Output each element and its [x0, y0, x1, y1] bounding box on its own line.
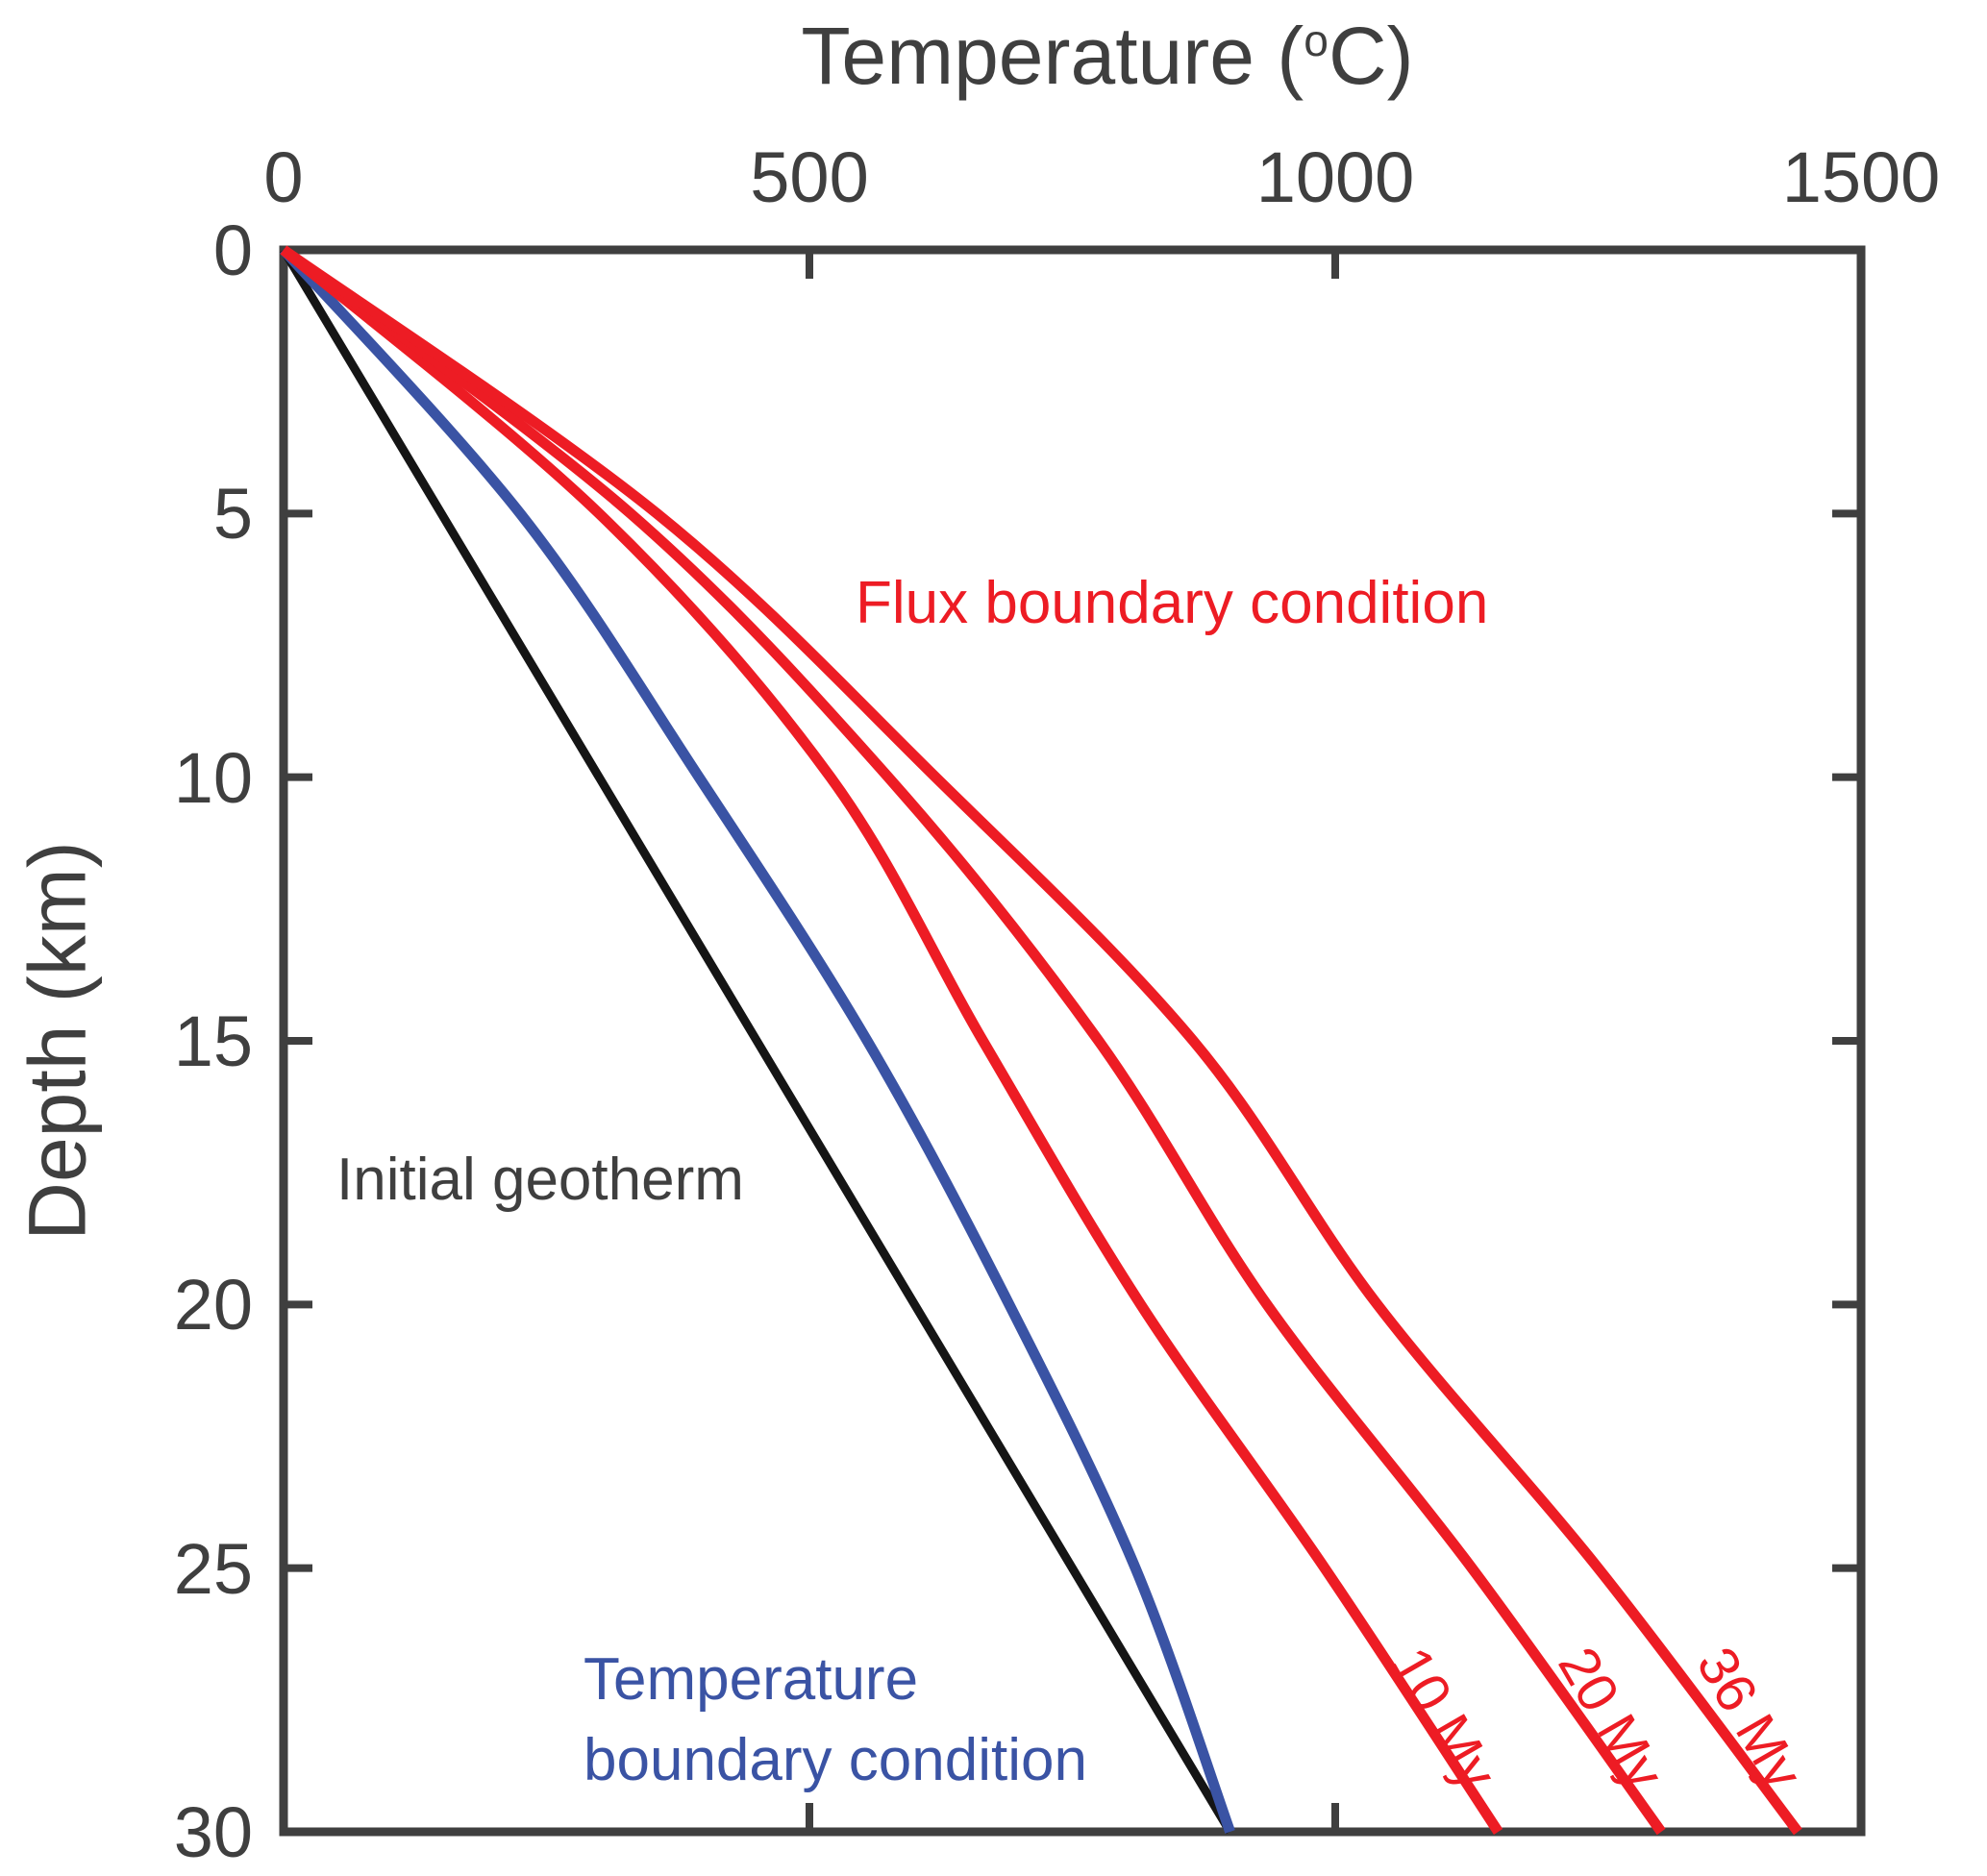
- curve-flux-boundary-condition-10-my: [280, 245, 1503, 1836]
- y-tick-label-25: 25: [173, 1528, 253, 1609]
- annotation-temperature-boundary-condition: Temperature boundary condition: [584, 1640, 1087, 1801]
- annotation-temperature-boundary-line1: Temperature: [584, 1646, 919, 1713]
- y-tick-label-20: 20: [173, 1265, 253, 1345]
- x-tick-label-1500: 1500: [1781, 137, 1941, 217]
- degree-symbol: o: [1304, 15, 1329, 65]
- annotation-initial-geotherm: Initial geotherm: [336, 1147, 744, 1213]
- y-tick-label-5: 5: [212, 474, 253, 555]
- x-tick-label-500: 500: [750, 137, 869, 217]
- x-axis-title: Temperature (oC): [801, 10, 1413, 103]
- curve-flux-boundary-condition-36-my: [280, 245, 1802, 1836]
- y-tick-label-30: 30: [173, 1792, 253, 1872]
- curve-temperature-boundary-condition: [279, 246, 1235, 1834]
- x-tick-label-1000: 1000: [1255, 137, 1415, 217]
- annotation-flux-boundary-condition: Flux boundary condition: [856, 570, 1489, 636]
- y-tick-label-15: 15: [173, 1001, 253, 1081]
- x-tick-label-0: 0: [263, 137, 304, 217]
- y-tick-label-10: 10: [173, 737, 253, 818]
- x-axis-title-suffix: C): [1328, 11, 1414, 101]
- curve-initial-geotherm: [280, 247, 1234, 1835]
- curve-flux-boundary-condition-20-my: [280, 245, 1666, 1836]
- x-axis-title-prefix: Temperature (: [801, 11, 1304, 101]
- y-tick-label-0: 0: [212, 210, 253, 290]
- annotation-temperature-boundary-line2: boundary condition: [584, 1727, 1087, 1793]
